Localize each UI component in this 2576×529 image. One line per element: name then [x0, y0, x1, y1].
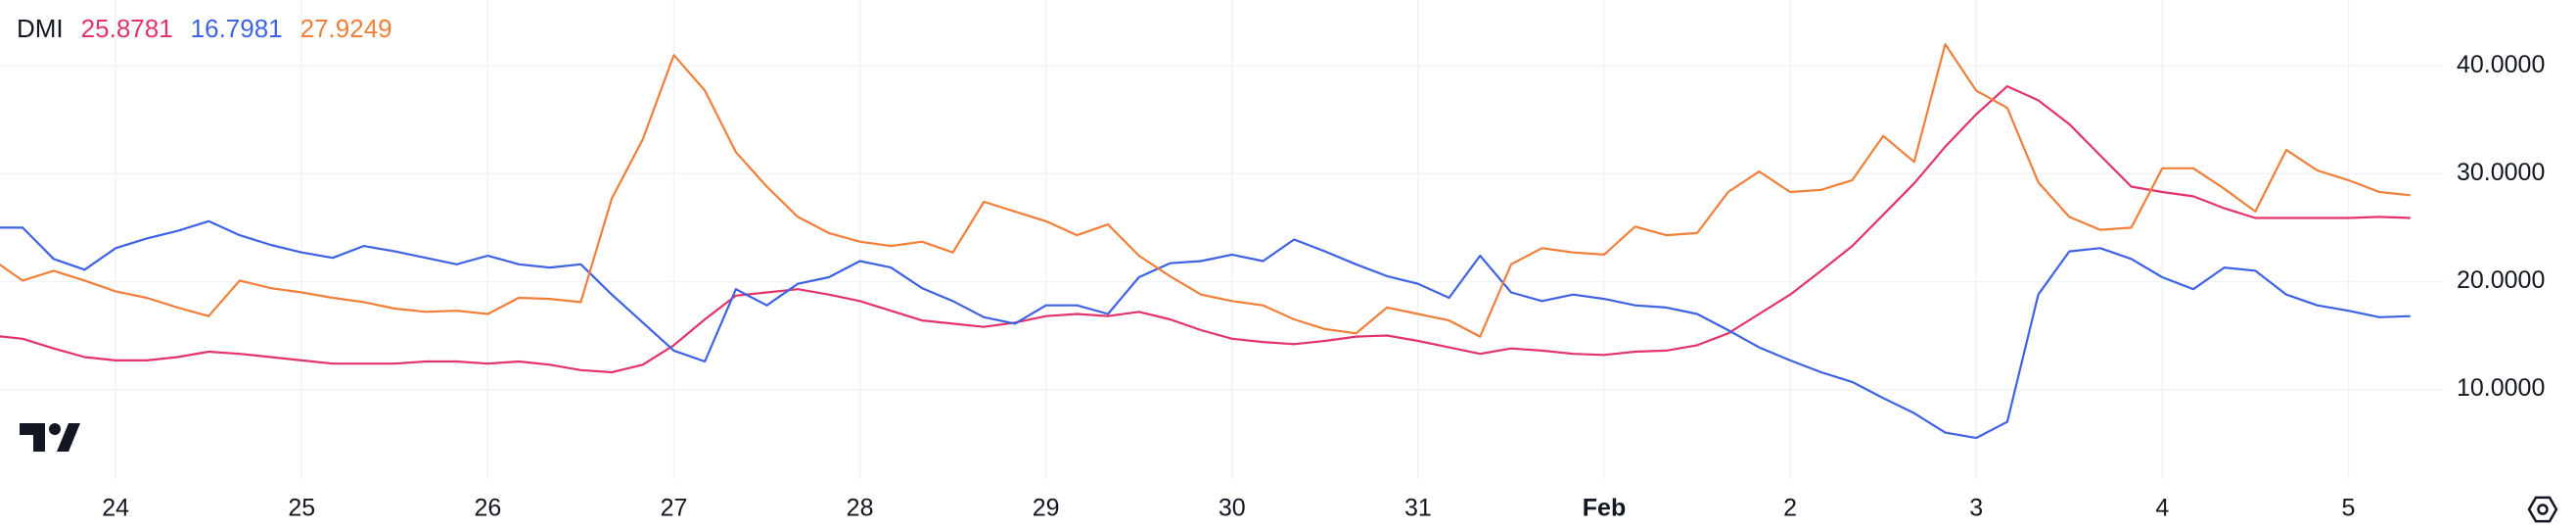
x-tick-label: 28: [847, 495, 874, 522]
x-tick-label: 3: [1969, 495, 1983, 522]
series-line: [0, 85, 2411, 374]
legend-value: 16.7981: [190, 14, 283, 43]
legend-title: DMI: [17, 14, 64, 43]
x-tick-label: 29: [1033, 495, 1060, 522]
y-tick-label: 20.0000: [2457, 266, 2545, 294]
legend: DMI 25.8781 16.7981 27.9249: [17, 12, 392, 45]
series-line: [0, 219, 2411, 440]
legend-value: 27.9249: [299, 14, 392, 43]
y-tick-label: 10.0000: [2457, 374, 2545, 402]
x-tick-label: 31: [1404, 495, 1432, 522]
plot: [0, 43, 2411, 440]
y-tick-label: 40.0000: [2457, 51, 2545, 78]
x-tick-label: 4: [2155, 495, 2169, 522]
legend-value: 25.8781: [80, 14, 173, 43]
x-tick-label: 30: [1219, 495, 1246, 522]
y-tick-label: 30.0000: [2457, 159, 2545, 186]
grid: [0, 0, 2444, 479]
x-tick-label: 2: [1783, 495, 1797, 522]
x-tick-label: 24: [102, 495, 129, 522]
x-tick-label: 25: [288, 495, 315, 522]
x-tick-label: Feb: [1583, 495, 1626, 522]
series-line: [0, 43, 2411, 338]
settings-button[interactable]: [2527, 496, 2558, 523]
x-tick-label: 26: [474, 495, 501, 522]
tradingview-logo[interactable]: [20, 423, 80, 452]
x-tick-label: 5: [2341, 495, 2355, 522]
x-tick-label: 27: [661, 495, 688, 522]
